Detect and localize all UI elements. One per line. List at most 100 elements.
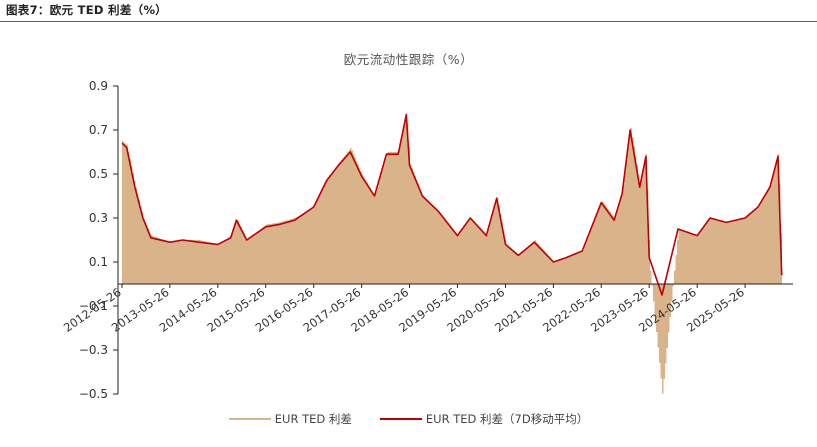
- raw-bar: [615, 213, 617, 284]
- raw-bar: [507, 246, 509, 284]
- raw-bar: [471, 219, 473, 284]
- raw-bar: [434, 207, 436, 284]
- raw-bar: [713, 218, 715, 284]
- raw-bar: [555, 261, 557, 284]
- raw-bar: [297, 216, 299, 284]
- raw-bar: [512, 249, 514, 284]
- raw-bar: [531, 242, 533, 284]
- raw-bar: [285, 220, 287, 284]
- raw-bar: [236, 219, 238, 284]
- raw-bar: [326, 179, 328, 284]
- raw-bar: [266, 224, 268, 284]
- raw-bar: [218, 244, 220, 284]
- raw-bar: [428, 201, 430, 284]
- legend-item-raw: EUR TED 利差: [228, 411, 352, 427]
- raw-bar: [212, 243, 214, 284]
- raw-bar: [609, 211, 611, 284]
- raw-bar: [192, 240, 194, 284]
- raw-bar: [341, 159, 343, 284]
- raw-bar: [726, 222, 728, 284]
- raw-bar: [182, 240, 184, 284]
- raw-bar: [686, 231, 688, 284]
- raw-bar: [696, 235, 698, 284]
- raw-bar: [608, 209, 610, 284]
- raw-bar: [314, 206, 316, 284]
- raw-bar: [581, 251, 583, 284]
- raw-bar: [170, 242, 172, 284]
- raw-bar: [521, 252, 523, 284]
- raw-bar: [546, 254, 548, 284]
- raw-bar: [654, 284, 656, 317]
- raw-bar: [342, 157, 344, 284]
- y-tick-label: −0.1: [79, 299, 108, 313]
- raw-bar: [390, 152, 392, 284]
- raw-bar: [729, 221, 731, 284]
- raw-bar: [594, 218, 596, 284]
- raw-bar: [710, 218, 712, 284]
- raw-bar: [177, 240, 179, 284]
- raw-bar: [464, 226, 466, 284]
- raw-bar: [305, 212, 307, 284]
- raw-bar: [353, 153, 355, 284]
- raw-bar: [387, 152, 389, 284]
- raw-bar: [674, 270, 676, 284]
- raw-bar: [195, 240, 197, 284]
- raw-bar: [585, 242, 587, 284]
- raw-bar: [141, 212, 143, 284]
- raw-bar: [269, 224, 271, 284]
- raw-bar: [737, 219, 739, 284]
- raw-bar: [723, 221, 725, 284]
- raw-bar: [306, 211, 308, 284]
- raw-bar: [453, 230, 455, 284]
- raw-bar: [659, 284, 661, 363]
- raw-bar: [150, 234, 152, 284]
- raw-bar: [398, 152, 400, 284]
- raw-bar: [123, 142, 125, 284]
- raw-bar: [548, 255, 550, 284]
- raw-bar: [149, 231, 151, 284]
- raw-bar: [309, 209, 311, 284]
- raw-bar: [270, 223, 272, 284]
- raw-bar: [333, 169, 335, 284]
- raw-bar: [762, 198, 764, 284]
- raw-bar: [545, 252, 547, 284]
- raw-bar: [483, 232, 485, 284]
- raw-bar: [732, 220, 734, 284]
- raw-bar: [330, 173, 332, 284]
- raw-bar: [621, 193, 623, 284]
- raw-bar: [122, 141, 124, 284]
- raw-bar: [282, 221, 284, 284]
- raw-bar: [519, 254, 521, 284]
- raw-bar: [450, 226, 452, 284]
- raw-bar: [746, 217, 748, 284]
- raw-bar: [695, 234, 697, 284]
- raw-bar: [449, 224, 451, 284]
- raw-bar: [510, 248, 512, 284]
- raw-bar: [317, 199, 319, 284]
- raw-bar: [491, 217, 493, 284]
- raw-bar: [776, 160, 778, 284]
- raw-bar: [759, 204, 761, 284]
- raw-bar: [678, 229, 680, 284]
- raw-bar: [216, 244, 218, 284]
- raw-bar: [606, 207, 608, 284]
- raw-bar: [645, 154, 647, 284]
- raw-bar: [146, 224, 148, 284]
- raw-bar: [641, 178, 643, 284]
- raw-bar: [498, 206, 500, 284]
- raw-bar: [665, 284, 667, 364]
- raw-bar: [162, 239, 164, 284]
- raw-bar: [668, 284, 670, 333]
- raw-bar: [611, 213, 613, 284]
- raw-bar: [252, 235, 254, 284]
- raw-bar: [224, 240, 226, 284]
- raw-bar: [660, 284, 662, 379]
- raw-bar: [401, 138, 403, 284]
- raw-bar: [749, 214, 751, 284]
- raw-bar: [267, 224, 269, 284]
- raw-bar: [290, 219, 292, 284]
- raw-bar: [482, 230, 484, 284]
- raw-bar: [539, 245, 541, 284]
- raw-bar: [593, 222, 595, 284]
- raw-bar: [221, 242, 223, 284]
